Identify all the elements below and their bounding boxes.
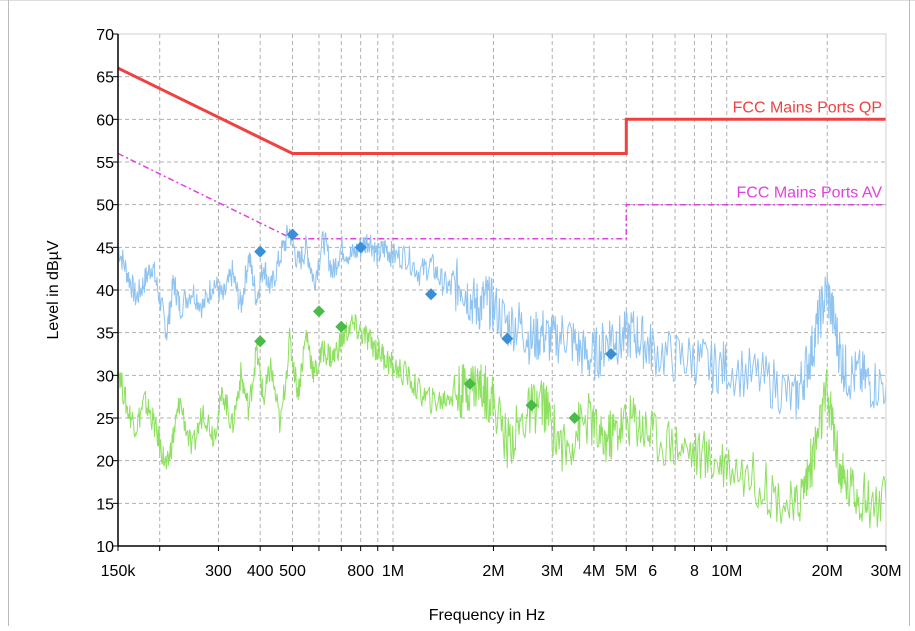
y-tick-label: 60 (96, 112, 114, 129)
x-tick-label: 2M (482, 563, 504, 580)
y-tick-label: 70 (96, 27, 114, 44)
y-tick-label: 50 (96, 198, 114, 215)
marker-diamond (525, 399, 538, 412)
marker-diamond (605, 348, 618, 360)
marker-diamond (335, 320, 348, 333)
x-tick-label: 3M (541, 563, 563, 580)
x-tick-label: 6 (648, 563, 657, 580)
traces (117, 224, 887, 529)
limit-labels: FCC Mains Ports QP FCC Mains Ports AV (733, 99, 883, 201)
marker-diamond (568, 412, 581, 424)
y-tick-label: 40 (96, 283, 114, 300)
x-tick-label: 400 (247, 563, 274, 580)
limit-line-av (117, 152, 886, 240)
y-tick-label: 65 (96, 70, 114, 87)
y-tick-label: 25 (96, 411, 114, 428)
x-tick-label: 30M (870, 563, 901, 580)
y-tick-label: 20 (96, 454, 114, 471)
markers (254, 228, 618, 424)
x-tick-label: 1M (382, 563, 404, 580)
limit-line-qp (117, 66, 886, 155)
y-tick-label: 15 (96, 496, 114, 513)
limit-label-qp: FCC Mains Ports QP (733, 99, 882, 116)
trace-1 (117, 314, 887, 529)
marker-diamond (312, 305, 325, 318)
trace-0 (117, 224, 887, 420)
x-tick-label: 800 (347, 563, 374, 580)
x-tick-label: 10M (711, 563, 742, 580)
y-tick-label: 55 (96, 155, 114, 172)
limit-label-av: FCC Mains Ports AV (736, 185, 882, 202)
marker-diamond (463, 377, 476, 390)
y-axis-label: Level in dBµV (45, 240, 62, 339)
y-ticks: 10 15 20 25 30 35 40 45 50 55 60 65 70 (96, 27, 118, 556)
marker-diamond (254, 245, 267, 258)
y-tick-label: 30 (96, 368, 114, 385)
x-tick-label: 4M (583, 563, 605, 580)
x-tick-label: 300 (205, 563, 232, 580)
x-tick-label: 20M (812, 563, 843, 580)
x-tick-label: 150k (101, 563, 137, 580)
marker-diamond (354, 241, 367, 254)
marker-diamond (425, 288, 438, 301)
y-tick-label: 35 (96, 326, 114, 343)
x-axis-label: Frequency in Hz (429, 607, 546, 624)
marker-diamond (254, 335, 267, 348)
marker-diamond (501, 332, 514, 345)
y-tick-label: 10 (96, 539, 114, 556)
x-ticks: 150k 300 400 500 800 1M 2M 3M 4M 5M 6 8 10M 20M 30M (101, 546, 902, 580)
y-tick-label: 45 (96, 240, 114, 257)
x-tick-label: 8 (690, 563, 699, 580)
marker-diamond (286, 228, 299, 241)
x-tick-label: 5M (615, 563, 637, 580)
x-tick-label: 500 (279, 563, 306, 580)
limit-lines (117, 66, 886, 240)
